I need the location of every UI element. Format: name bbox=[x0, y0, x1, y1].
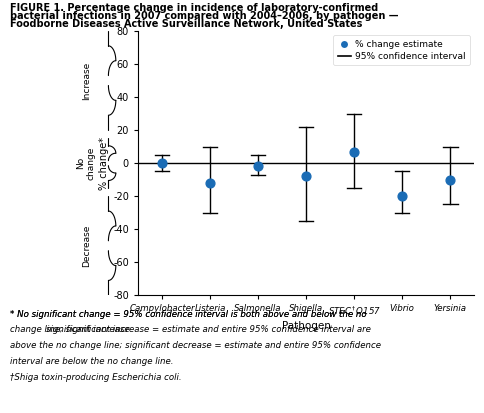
Text: Foodborne Diseases Active Surveillance Network, United States: Foodborne Diseases Active Surveillance N… bbox=[10, 19, 362, 28]
Text: interval are below the no change line.: interval are below the no change line. bbox=[10, 357, 173, 366]
Text: Decrease: Decrease bbox=[82, 225, 91, 267]
Legend: % change estimate, 95% confidence interval: % change estimate, 95% confidence interv… bbox=[333, 36, 470, 65]
Y-axis label: % change*: % change* bbox=[99, 137, 109, 190]
Point bbox=[302, 173, 310, 180]
X-axis label: Pathogen: Pathogen bbox=[282, 321, 331, 331]
Point bbox=[254, 163, 262, 170]
Text: * No significant change = 95% confidence interval is both above and below the no: * No significant change = 95% confidence… bbox=[10, 310, 366, 319]
Point bbox=[398, 193, 406, 199]
Text: †Shiga toxin-producing Escherichia coli.: †Shiga toxin-producing Escherichia coli. bbox=[10, 373, 182, 382]
Text: * No significant change = 95% confidence interval is both above and below the no: * No significant change = 95% confidence… bbox=[10, 310, 366, 319]
Text: FIGURE 1. Percentage change in incidence of laboratory-confirmed: FIGURE 1. Percentage change in incidence… bbox=[10, 3, 378, 13]
Point bbox=[446, 176, 454, 183]
Text: change line; significant increase = estimate and entire 95% confidence interval : change line; significant increase = esti… bbox=[10, 325, 371, 335]
Point bbox=[350, 148, 358, 155]
Text: No
change: No change bbox=[76, 147, 96, 180]
Text: above the no change line; significant decrease = estimate and entire 95% confide: above the no change line; significant de… bbox=[10, 341, 381, 350]
Text: bacterial infections in 2007 compared with 2004–2006, by pathogen —: bacterial infections in 2007 compared wi… bbox=[10, 11, 398, 21]
Point bbox=[206, 180, 214, 186]
Point bbox=[158, 160, 166, 166]
Text: Increase: Increase bbox=[82, 62, 91, 100]
Text: significant increase: significant increase bbox=[46, 325, 130, 335]
